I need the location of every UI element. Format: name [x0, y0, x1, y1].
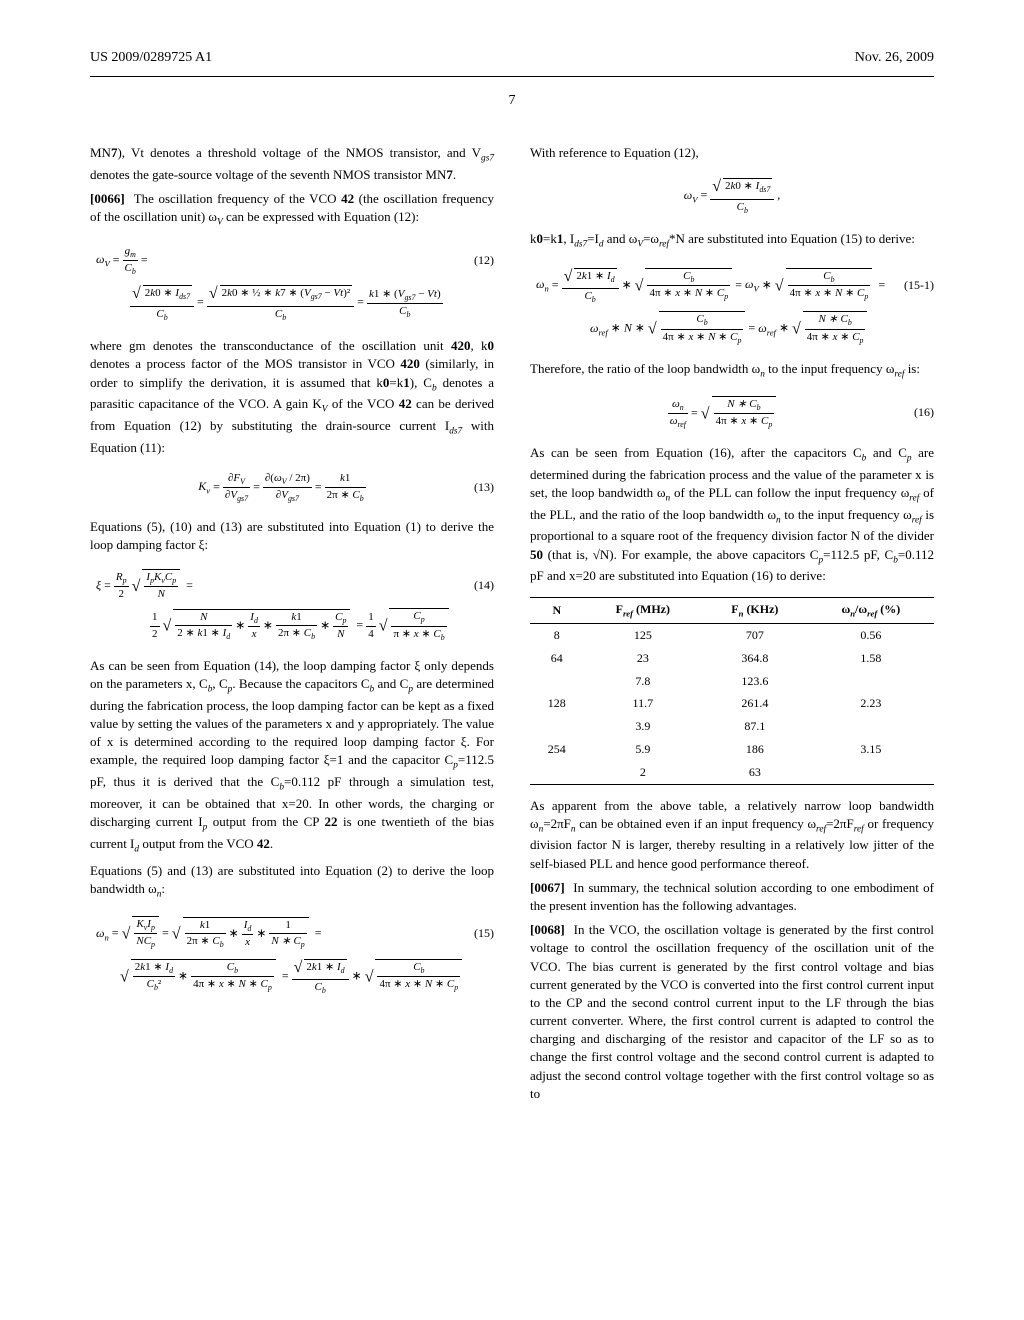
table-cell: [530, 715, 584, 738]
page-header: US 2009/0289725 A1 Nov. 26, 2009: [90, 48, 934, 68]
equation-15-1: ωn = √2k1 ∗ IdCb ∗ √Cb4π ∗ x ∗ N ∗ Cp = …: [530, 266, 934, 346]
paragraph: where gm denotes the transconductance of…: [90, 337, 494, 457]
doc-date: Nov. 26, 2009: [855, 48, 934, 68]
table-cell: [530, 761, 584, 784]
table-cell: 3.9: [584, 715, 703, 738]
table-row: 2545.91863.15: [530, 738, 934, 761]
equation-13: Kv = ∂FV∂Vgs7 = ∂(ωV / 2π)∂Vgs7 = k12π ∗…: [90, 471, 494, 505]
table-cell: 87.1: [702, 715, 808, 738]
para-number: [0067]: [530, 880, 565, 895]
col-header: ωn/ωref (%): [808, 598, 934, 623]
header-rule: [90, 76, 934, 77]
table-cell: [530, 670, 584, 693]
table-cell: 2: [584, 761, 703, 784]
eq-number: (15): [474, 925, 494, 942]
paragraph: As can be seen from Equation (14), the l…: [90, 657, 494, 856]
table-row: 3.987.1: [530, 715, 934, 738]
paragraph: Equations (5) and (13) are substituted i…: [90, 862, 494, 902]
paragraph: MN7), Vt denotes a threshold voltage of …: [90, 144, 494, 184]
table-cell: [808, 670, 934, 693]
doc-number: US 2009/0289725 A1: [90, 48, 212, 68]
eq-number: (13): [474, 479, 494, 496]
paragraph: With reference to Equation (12),: [530, 144, 934, 162]
table-cell: 64: [530, 647, 584, 670]
table-body: 81257070.566423364.81.587.8123.612811.72…: [530, 623, 934, 784]
eq-number: (16): [914, 404, 934, 421]
eq-number: (15-1): [904, 277, 934, 294]
col-header: Fn (KHz): [702, 598, 808, 623]
table-cell: 23: [584, 647, 703, 670]
table-cell: 364.8: [702, 647, 808, 670]
table-cell: 0.56: [808, 623, 934, 646]
table-row: 263: [530, 761, 934, 784]
paragraph: As can be seen from Equation (16), after…: [530, 444, 934, 585]
table-cell: 254: [530, 738, 584, 761]
table-cell: 5.9: [584, 738, 703, 761]
table-cell: 186: [702, 738, 808, 761]
col-header: Fref (MHz): [584, 598, 703, 623]
equation-inline-omega-v: ωV = √2k0 ∗ Ids7Cb ,: [530, 176, 934, 216]
table-cell: 1.58: [808, 647, 934, 670]
table-cell: 261.4: [702, 692, 808, 715]
eq-number: (12): [474, 252, 494, 269]
table-cell: 63: [702, 761, 808, 784]
para-text: In the VCO, the oscillation voltage is g…: [530, 922, 934, 1101]
equation-16: ωnωref = √N ∗ Cb4π ∗ x ∗ Cp (16): [530, 396, 934, 431]
paragraph: Equations (5), (10) and (13) are substit…: [90, 518, 494, 554]
table-cell: 123.6: [702, 670, 808, 693]
table-cell: 128: [530, 692, 584, 715]
para-number: [0068]: [530, 922, 565, 937]
table-row: 81257070.56: [530, 623, 934, 646]
paragraph: [0067] In summary, the technical solutio…: [530, 879, 934, 915]
paragraph: [0068] In the VCO, the oscillation volta…: [530, 921, 934, 1103]
paragraph: k0=k1, Ids7=Id and ωV=ωref*N are substit…: [530, 230, 934, 252]
table-cell: 707: [702, 623, 808, 646]
para-number: [0066]: [90, 191, 125, 206]
page-number: 7: [90, 91, 934, 111]
right-column: With reference to Equation (12), ωV = √2…: [530, 144, 934, 1109]
equation-14: ξ = Rp2 √IpKvCpN = (14) 12 √ N2 ∗ k1 ∗ I…: [90, 569, 494, 643]
paragraph: Therefore, the ratio of the loop bandwid…: [530, 360, 934, 382]
table-cell: 11.7: [584, 692, 703, 715]
table-cell: [808, 715, 934, 738]
table-row: 7.8123.6: [530, 670, 934, 693]
table-cell: 7.8: [584, 670, 703, 693]
two-column-layout: MN7), Vt denotes a threshold voltage of …: [90, 144, 934, 1109]
paragraph: As apparent from the above table, a rela…: [530, 797, 934, 873]
paragraph: [0066] The oscillation frequency of the …: [90, 190, 494, 230]
results-table: N Fref (MHz) Fn (KHz) ωn/ωref (%) 812570…: [530, 597, 934, 784]
equation-15: ωn = √KvIpNCp = √ k12π ∗ Cb ∗ Idx ∗ 1N ∗…: [90, 916, 494, 996]
table-row: 6423364.81.58: [530, 647, 934, 670]
table-header-row: N Fref (MHz) Fn (KHz) ωn/ωref (%): [530, 598, 934, 623]
table-cell: 8: [530, 623, 584, 646]
para-text: In summary, the technical solution accor…: [530, 880, 934, 913]
table-row: 12811.7261.42.23: [530, 692, 934, 715]
table-cell: 125: [584, 623, 703, 646]
equation-12: ωV = gmCb = (12) √2k0 ∗ Ids7Cb = √2k0 ∗ …: [90, 244, 494, 323]
left-column: MN7), Vt denotes a threshold voltage of …: [90, 144, 494, 1109]
table-cell: 3.15: [808, 738, 934, 761]
eq-number: (14): [474, 577, 494, 594]
table-cell: [808, 761, 934, 784]
table-cell: 2.23: [808, 692, 934, 715]
col-header: N: [530, 598, 584, 623]
